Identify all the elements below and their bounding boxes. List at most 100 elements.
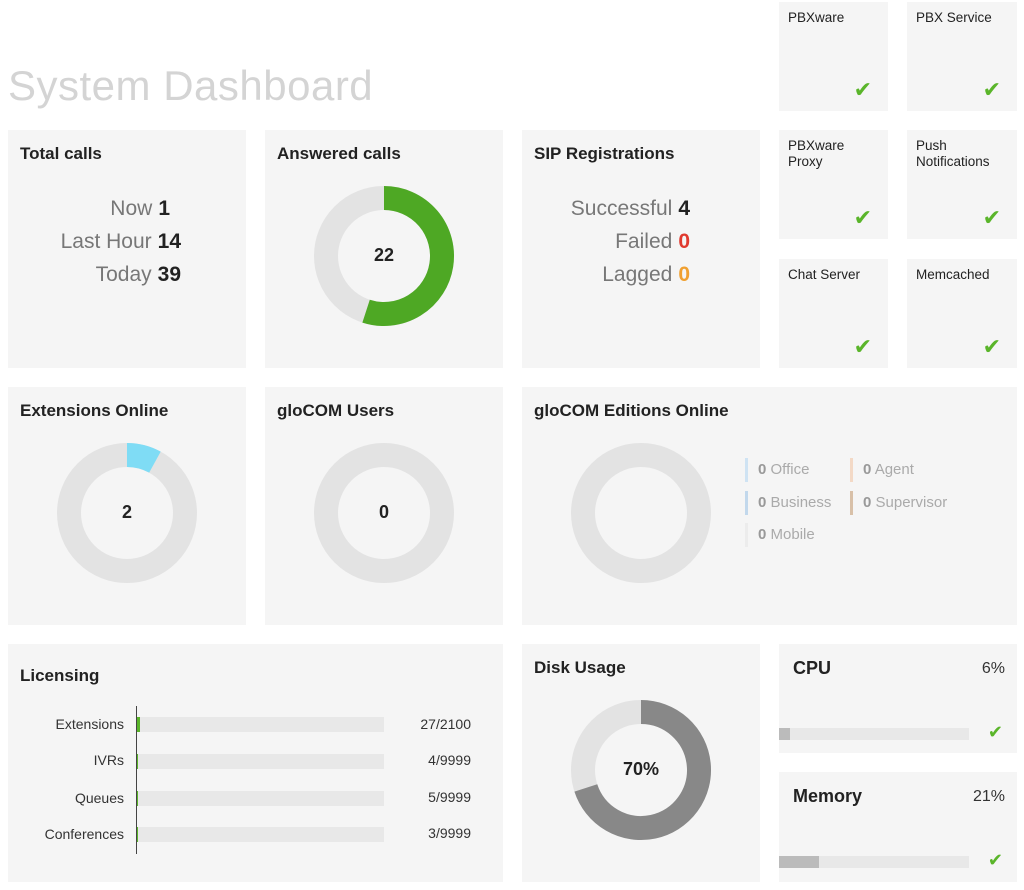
check-icon: ✔ [987, 850, 1003, 870]
card-title: Extensions Online [20, 401, 169, 420]
check-icon: ✔ [853, 334, 872, 359]
stat-value: 0 [678, 263, 690, 286]
license-label: Extensions [55, 716, 124, 732]
cpu-percent: 6% [981, 660, 1005, 677]
answered-calls-arc [362, 186, 454, 326]
legend-count: 0 [863, 461, 872, 478]
license-value: 4/9999 [428, 752, 471, 768]
disk-usage-card[interactable]: Disk Usage 70% [522, 644, 760, 882]
stat-label: Failed [615, 230, 673, 253]
stat-label: Last Hour [60, 230, 152, 253]
glocom-users-donut [314, 443, 454, 583]
cpu-title: CPU [793, 658, 832, 678]
check-icon: ✔ [853, 205, 872, 230]
legend-item-mobile: 0 Mobile [745, 523, 815, 547]
stat-label: Successful [570, 197, 673, 220]
legend-label: Office [770, 461, 810, 478]
legend-label: Business [770, 494, 832, 511]
stat-row-last-hour: Last Hour 14 [61, 230, 181, 254]
check-icon: ✔ [853, 77, 872, 102]
service-label: Memcached [916, 267, 990, 282]
stat-label: Now [110, 197, 153, 220]
service-tile-pbx-service[interactable]: PBX Service ✔ [907, 2, 1017, 111]
extensions-online-arc [126, 443, 161, 473]
stat-row-failed: Failed 0 [615, 230, 690, 254]
disk-usage-donut [571, 700, 711, 840]
legend-count: 0 [758, 461, 767, 478]
check-icon: ✔ [982, 205, 1001, 230]
answered-calls-value: 22 [373, 245, 395, 265]
service-tile-pbxware-proxy[interactable]: PBXware Proxy ✔ [779, 130, 888, 239]
disk-usage-value: 70% [622, 759, 660, 779]
license-value: 3/9999 [428, 825, 471, 841]
service-tile-memcached[interactable]: Memcached ✔ [907, 259, 1017, 368]
legend-item-supervisor: 0 Supervisor [850, 491, 947, 515]
disk-usage-arc [574, 700, 711, 840]
legend-item-business: 0 Business [745, 491, 831, 515]
service-label: Push Notifications [916, 138, 990, 169]
extensions-online-donut [57, 443, 197, 583]
service-label: PBXware [788, 10, 845, 25]
card-title: Answered calls [277, 144, 401, 163]
memory-title: Memory [793, 786, 863, 806]
service-tile-pbxware[interactable]: PBXware ✔ [779, 2, 888, 111]
extensions-online-card[interactable]: Extensions Online 2 [8, 387, 246, 625]
glocom-users-value: 0 [378, 502, 389, 522]
extensions-online-value: 2 [121, 502, 132, 522]
license-bar [137, 717, 384, 732]
stat-row-successful: Successful 4 [571, 197, 690, 221]
legend-label: Mobile [770, 526, 815, 543]
license-value: 5/9999 [428, 789, 471, 805]
total-calls-card[interactable]: Total calls Now 1 Last Hour 14 Today 39 [8, 130, 246, 368]
sip-registrations-card[interactable]: SIP Registrations Successful 4 Failed 0 La… [522, 130, 760, 368]
service-tile-push-notifications[interactable]: Push Notifications ✔ [907, 130, 1017, 239]
license-bar-fill [137, 827, 138, 842]
service-label: Chat Server [788, 267, 861, 282]
stat-value: 1 [158, 197, 170, 220]
license-bar-fill [137, 717, 141, 732]
stat-value: 39 [157, 263, 181, 286]
stat-label: Lagged [602, 263, 673, 286]
card-title: Licensing [20, 666, 100, 685]
license-bar [137, 754, 384, 769]
stat-value: 0 [678, 230, 690, 253]
license-bar [137, 791, 384, 806]
check-icon: ✔ [982, 334, 1001, 359]
glocom-editions-card[interactable]: gloCOM Editions Online 0 Office 0 Agent … [522, 387, 1017, 625]
license-label: Queues [74, 790, 124, 806]
card-title: SIP Registrations [534, 144, 675, 163]
service-tile-chat-server[interactable]: Chat Server ✔ [779, 259, 888, 368]
memory-bar [779, 856, 969, 868]
check-icon: ✔ [987, 722, 1003, 742]
license-bar-fill [137, 791, 138, 806]
memory-bar-fill [779, 856, 819, 868]
stat-row-lagged: Lagged 0 [602, 263, 690, 287]
legend-label: Supervisor [875, 494, 948, 511]
answered-calls-donut [314, 186, 454, 326]
cpu-card[interactable]: CPU 6% ✔ [779, 644, 1017, 753]
answered-calls-card[interactable]: Answered calls 22 [265, 130, 503, 368]
legend-item-agent: 0 Agent [850, 458, 914, 482]
legend-label: Agent [874, 461, 914, 478]
memory-card[interactable]: Memory 21% ✔ [779, 772, 1017, 882]
page-title: System Dashboard [8, 62, 374, 109]
legend-count: 0 [758, 494, 767, 511]
service-label: PBX Service [916, 10, 992, 25]
memory-percent: 21% [972, 788, 1005, 805]
stat-value: 4 [678, 197, 690, 220]
card-title: gloCOM Users [277, 401, 395, 420]
cpu-bar [779, 728, 969, 740]
license-value: 27/2100 [420, 716, 471, 732]
card-title: Disk Usage [534, 658, 626, 677]
licensing-card[interactable]: Licensing Extensions 27/2100 IVRs 4/9999… [8, 644, 503, 882]
stat-row-today: Today 39 [96, 263, 181, 287]
license-bar [137, 827, 384, 842]
stat-row-now: Now 1 [110, 197, 170, 221]
service-label: PBXware Proxy [788, 138, 845, 169]
stat-value: 14 [157, 230, 181, 253]
check-icon: ✔ [982, 77, 1001, 102]
license-bar-fill [137, 754, 138, 769]
card-title: gloCOM Editions Online [534, 401, 729, 420]
glocom-users-card[interactable]: gloCOM Users 0 [265, 387, 503, 625]
legend-count: 0 [863, 494, 872, 511]
